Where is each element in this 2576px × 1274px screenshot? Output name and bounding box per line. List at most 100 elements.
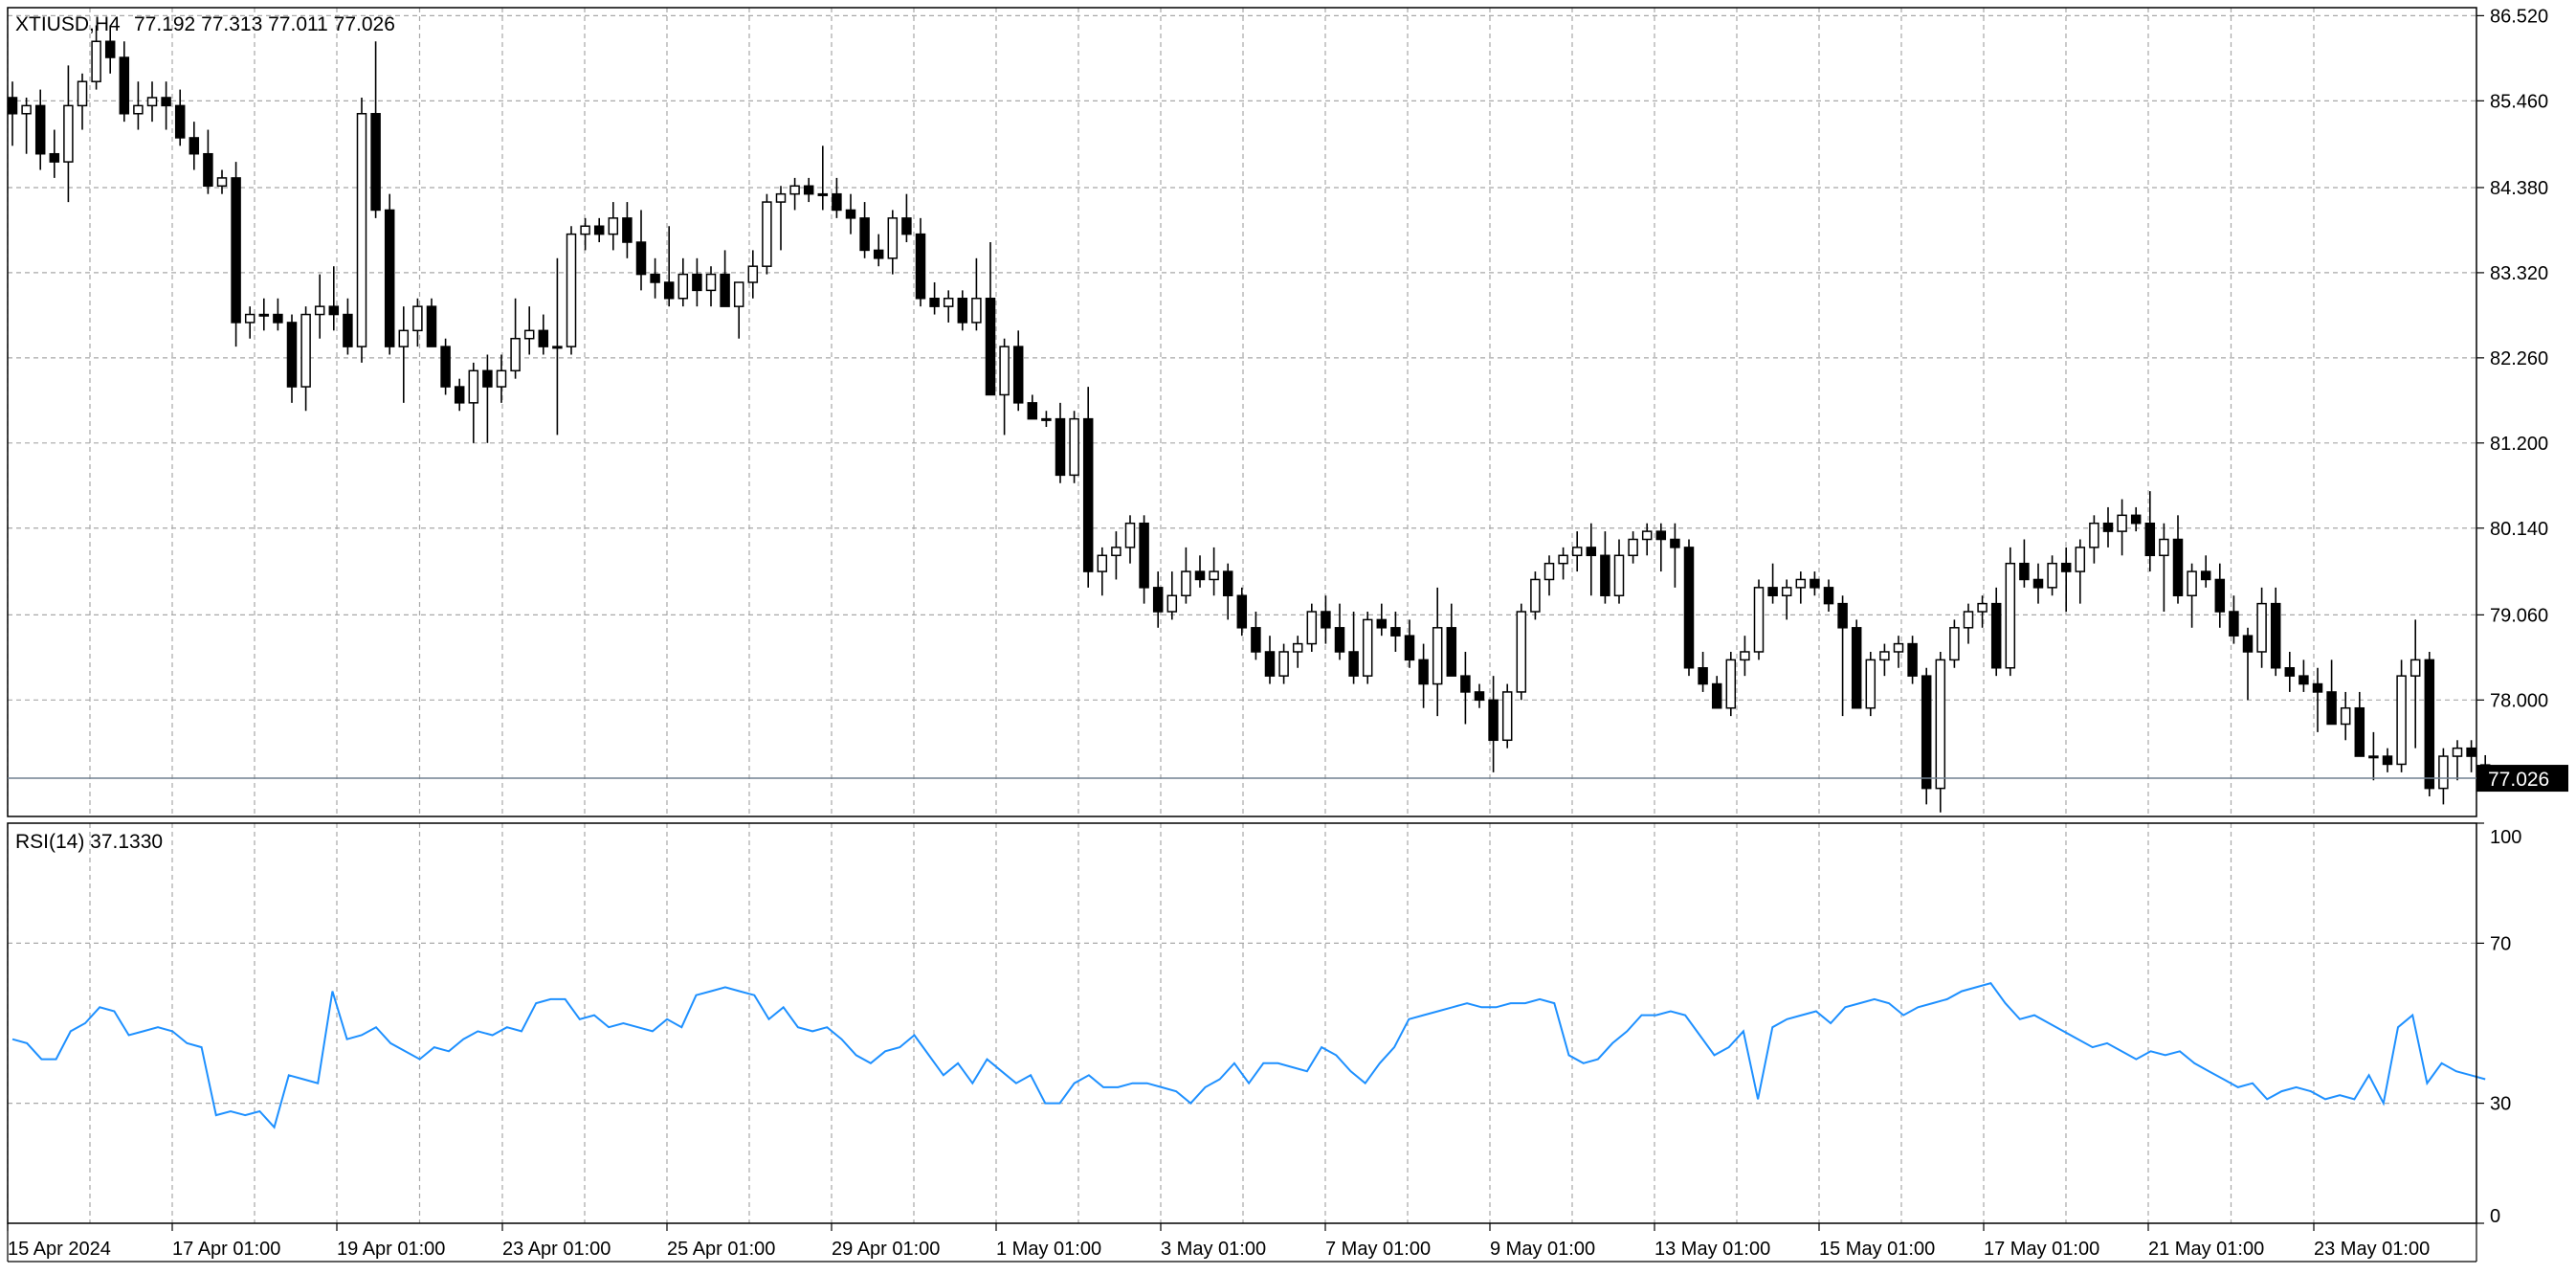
- candle-body-bullish: [971, 298, 982, 324]
- candle: [635, 210, 647, 291]
- candle-body-bullish: [1209, 570, 1219, 581]
- candle-body-bullish: [1069, 417, 1079, 477]
- candle: [2159, 523, 2169, 613]
- candle-body-bearish: [2172, 538, 2184, 596]
- candle-body-bearish: [203, 152, 213, 188]
- candle: [929, 281, 940, 315]
- candle: [1670, 523, 1680, 588]
- candle-body-bullish: [733, 281, 744, 307]
- candle: [1012, 330, 1024, 412]
- candle-body-bullish: [1166, 594, 1178, 613]
- candle: [49, 129, 60, 178]
- candle: [216, 169, 228, 194]
- candle: [901, 193, 912, 243]
- candle: [203, 129, 213, 194]
- candle: [468, 362, 479, 443]
- candle: [1977, 595, 1988, 628]
- candle: [1236, 587, 1248, 637]
- candle-body-bullish: [2005, 562, 2016, 669]
- candle-body-bullish: [1725, 659, 1737, 709]
- main-panel-frame: [7, 7, 2477, 817]
- candle: [2438, 748, 2449, 805]
- chart-symbol-label: XTIUSD,H4: [15, 13, 121, 35]
- candle-body-bearish: [2270, 602, 2281, 669]
- time-tick-label: 23 Apr 01:00: [502, 1239, 611, 1260]
- candle: [2326, 659, 2337, 726]
- candle: [496, 354, 507, 403]
- candle-body-bearish: [2242, 635, 2254, 653]
- price-tick-label: 84.380: [2490, 178, 2548, 199]
- candle-body-bearish: [692, 273, 702, 292]
- candle-body-bearish: [34, 104, 46, 155]
- time-tick-label: 3 May 01:00: [1161, 1239, 1266, 1260]
- candle-body-bullish: [747, 265, 759, 283]
- candle: [2466, 740, 2476, 772]
- candle: [1222, 563, 1233, 620]
- price-tick-label: 82.260: [2490, 348, 2548, 369]
- time-tick-label: 15 Apr 2024: [8, 1239, 111, 1260]
- candle-body-bullish: [2368, 755, 2379, 759]
- candle: [762, 193, 772, 275]
- candle: [1292, 636, 1303, 668]
- candle: [1027, 394, 1038, 420]
- candle-body-bearish: [915, 233, 926, 300]
- candle: [873, 234, 884, 267]
- candle: [1097, 547, 1108, 596]
- candle: [2200, 555, 2211, 588]
- candle-body-bearish: [985, 298, 996, 396]
- candle: [1655, 523, 1667, 572]
- candle: [720, 250, 730, 307]
- time-tick-label: 13 May 01:00: [1654, 1239, 1770, 1260]
- candle-body-bullish: [1879, 651, 1890, 661]
- candle: [1837, 595, 1848, 717]
- candle-body-bullish: [1501, 691, 1513, 742]
- candle-body-bearish: [622, 217, 633, 243]
- rsi-tick-label: 0: [2490, 1206, 2500, 1227]
- candle-body-bearish: [1698, 667, 1708, 685]
- candle-body-bearish: [440, 346, 451, 388]
- candle-body-bearish: [454, 386, 465, 404]
- candle: [789, 177, 800, 211]
- candle: [803, 177, 814, 203]
- candle-body-bearish: [1446, 627, 1457, 677]
- candle-body-bearish: [49, 152, 60, 163]
- candle-body-bearish: [2060, 562, 2072, 572]
- price-tick-label: 78.000: [2490, 690, 2548, 711]
- candle-body-bullish: [1935, 659, 1946, 790]
- candle: [77, 73, 88, 130]
- candle: [1055, 402, 1066, 483]
- candle: [1753, 579, 1765, 660]
- candle-body-bearish: [2312, 682, 2323, 693]
- candle-body-bearish: [1152, 587, 1164, 613]
- rsi-series: [11, 982, 2486, 1129]
- candle: [119, 41, 130, 123]
- candle: [2312, 667, 2323, 732]
- time-tick-label: 7 May 01:00: [1325, 1239, 1431, 1260]
- candle: [1321, 595, 1331, 644]
- candle: [161, 81, 171, 130]
- candle-body-bullish: [1111, 547, 1121, 557]
- candle: [1851, 619, 1862, 709]
- candle-body-bullish: [1124, 522, 1136, 548]
- candle: [1921, 667, 1932, 805]
- candle: [887, 210, 899, 275]
- candle-body-bearish: [273, 313, 283, 324]
- candle-body-bearish: [1683, 547, 1695, 669]
- candle: [1516, 603, 1527, 701]
- candle-body-bullish: [775, 192, 787, 203]
- candle-body-bullish: [1753, 587, 1765, 653]
- candle-body-bullish: [1292, 642, 1303, 653]
- candle: [2368, 731, 2379, 781]
- candle: [258, 298, 270, 331]
- candle: [1711, 676, 1722, 709]
- candle-body-bearish: [1027, 402, 1038, 420]
- candle: [1432, 587, 1443, 717]
- candle: [523, 306, 535, 355]
- candle: [845, 193, 856, 235]
- candle-body-bullish: [2409, 659, 2421, 677]
- candle: [454, 378, 465, 412]
- candle-body-bullish: [2396, 675, 2407, 766]
- candle-body-bullish: [1641, 530, 1653, 541]
